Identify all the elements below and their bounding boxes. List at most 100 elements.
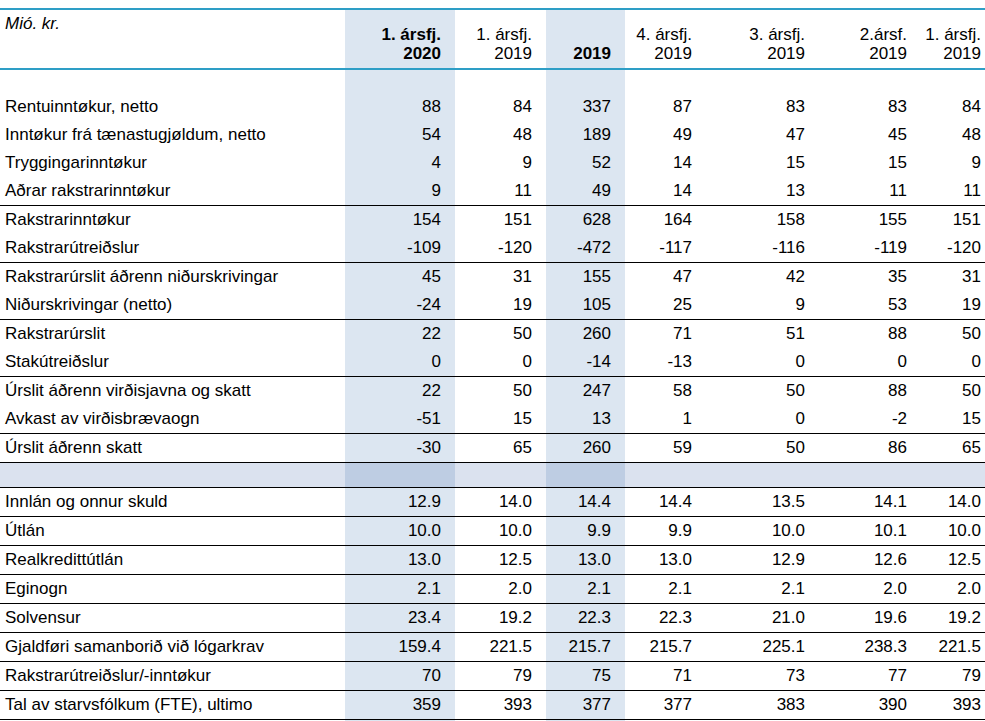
key-figures-table: Mió. kr. 1. ársfj. 2020 1. ársfj. 2019 2… [0, 8, 985, 720]
value-cell: 9 [706, 291, 819, 320]
value-cell: 159.4 [345, 633, 455, 662]
value-cell: 377 [625, 691, 706, 720]
value-cell: 215.7 [625, 633, 706, 662]
spacer-cell [0, 463, 985, 488]
value-cell: -472 [546, 234, 625, 263]
value-cell: 50 [706, 434, 819, 463]
value-cell: 15 [921, 405, 985, 434]
value-cell: 155 [546, 263, 625, 292]
value-cell: 58 [625, 377, 706, 406]
value-cell: 2.1 [706, 575, 819, 604]
value-cell: 50 [455, 377, 546, 406]
row-label: Rentuinntøkur, netto [0, 93, 345, 121]
value-cell: 50 [455, 320, 546, 349]
value-cell: 158 [706, 206, 819, 235]
value-cell: 77 [819, 662, 921, 691]
col-header-fy-2019: 2019 [546, 9, 625, 69]
row-label: Solvensur [0, 604, 345, 633]
value-cell: -120 [455, 234, 546, 263]
value-cell: 14.4 [625, 488, 706, 517]
value-cell: 10.0 [455, 517, 546, 546]
header-gap-row [0, 69, 985, 93]
financial-report-table: Mió. kr. 1. ársfj. 2020 1. ársfj. 2019 2… [0, 0, 985, 721]
value-cell: 9 [455, 149, 546, 177]
value-cell: 19 [455, 291, 546, 320]
value-cell: 2.0 [921, 575, 985, 604]
row-label: Tryggingarinntøkur [0, 149, 345, 177]
value-cell: 10.0 [921, 517, 985, 546]
row-label: Rakstrarúrslit áðrenn niðurskrivingar [0, 263, 345, 292]
table-row: Rakstrarúrslit225026071518850 [0, 320, 985, 349]
value-cell: 9 [921, 149, 985, 177]
value-cell: 13 [546, 405, 625, 434]
value-cell: 19.2 [921, 604, 985, 633]
value-cell: 0 [455, 348, 546, 377]
value-cell: 11 [455, 177, 546, 206]
value-cell: 59 [625, 434, 706, 463]
value-cell: 22 [345, 377, 455, 406]
value-cell: 19.6 [819, 604, 921, 633]
value-cell: 9.9 [625, 517, 706, 546]
value-cell: 9.9 [546, 517, 625, 546]
row-label: Úrslit áðrenn skatt [0, 434, 345, 463]
value-cell: 393 [921, 691, 985, 720]
value-cell: 21.0 [706, 604, 819, 633]
value-cell: 53 [819, 291, 921, 320]
value-cell: 48 [921, 121, 985, 149]
value-cell: 31 [921, 263, 985, 292]
table-row: Rentuinntøkur, netto888433787838384 [0, 93, 985, 121]
table-row: Innlán og onnur skuld12.914.014.414.413.… [0, 488, 985, 517]
value-cell: 19 [921, 291, 985, 320]
table-row: Solvensur23.419.222.322.321.019.619.2 [0, 604, 985, 633]
value-cell: 25 [625, 291, 706, 320]
value-cell: 221.5 [921, 633, 985, 662]
row-label: Innlán og onnur skuld [0, 488, 345, 517]
row-label: Rakstrarinntøkur [0, 206, 345, 235]
value-cell: 71 [625, 320, 706, 349]
value-cell: -117 [625, 234, 706, 263]
value-cell: 105 [546, 291, 625, 320]
value-cell: 11 [921, 177, 985, 206]
value-cell: 14.1 [819, 488, 921, 517]
header-gap-cell [0, 69, 985, 93]
value-cell: 0 [819, 348, 921, 377]
row-label: Eginogn [0, 575, 345, 604]
col-header-q1-2020: 1. ársfj. 2020 [345, 9, 455, 69]
value-cell: 10.0 [706, 517, 819, 546]
col-header-line1: 1. ársfj. [345, 25, 441, 45]
value-cell: 164 [625, 206, 706, 235]
table-row: Tryggingarinntøkur49521415159 [0, 149, 985, 177]
value-cell: 2.0 [455, 575, 546, 604]
value-cell: 19.2 [455, 604, 546, 633]
value-cell: 48 [455, 121, 546, 149]
value-cell: 13.0 [546, 546, 625, 575]
value-cell: 22.3 [625, 604, 706, 633]
col-header-q1-2019b: 1. ársfj. 2019 [921, 9, 985, 69]
value-cell: 12.5 [921, 546, 985, 575]
value-cell: 50 [921, 320, 985, 349]
col-header-line1: 1. ársfj. [455, 25, 532, 45]
value-cell: 13.0 [625, 546, 706, 575]
col-header-line2: 2019 [546, 44, 611, 64]
row-label: Rakstrarútreiðslur [0, 234, 345, 263]
value-cell: -116 [706, 234, 819, 263]
table-row: Útlán10.010.09.99.910.010.110.0 [0, 517, 985, 546]
value-cell: 1 [625, 405, 706, 434]
value-cell: 238.3 [819, 633, 921, 662]
value-cell: 50 [921, 377, 985, 406]
col-header-line2: 2020 [345, 44, 441, 64]
col-header-line2: 2019 [819, 44, 907, 64]
value-cell: 2.1 [345, 575, 455, 604]
value-cell: 13.5 [706, 488, 819, 517]
row-label: Útlán [0, 517, 345, 546]
value-cell: 73 [706, 662, 819, 691]
value-cell: 88 [345, 93, 455, 121]
value-cell: 225.1 [706, 633, 819, 662]
value-cell: 75 [546, 662, 625, 691]
value-cell: 9 [345, 177, 455, 206]
value-cell: 393 [455, 691, 546, 720]
value-cell: 10.1 [819, 517, 921, 546]
value-cell: 13 [706, 177, 819, 206]
value-cell: 45 [345, 263, 455, 292]
value-cell: -24 [345, 291, 455, 320]
